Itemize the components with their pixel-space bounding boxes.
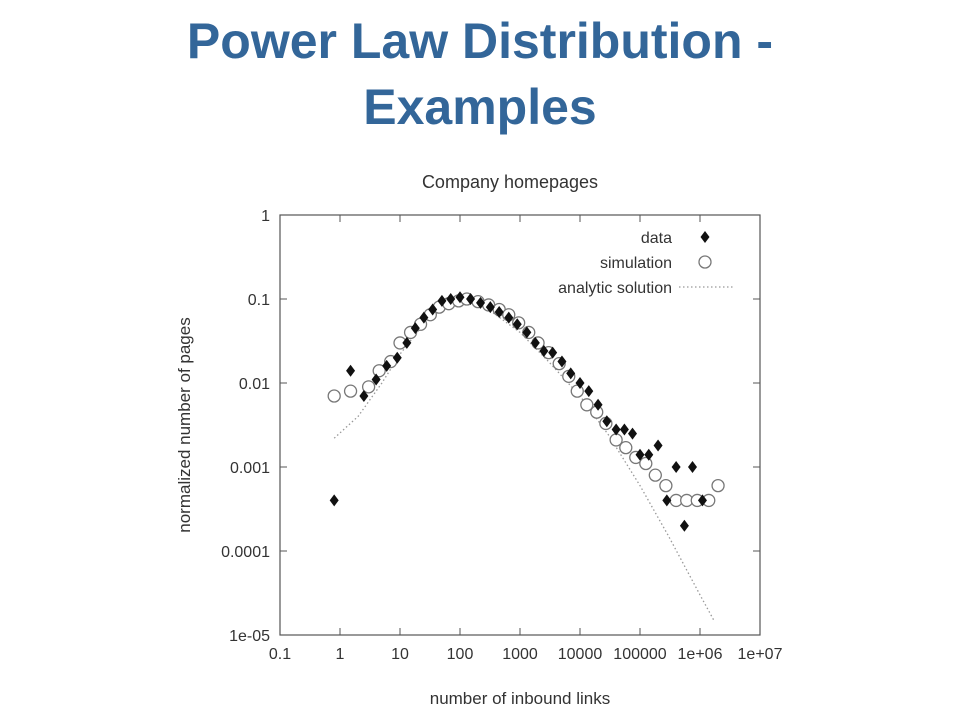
plot-frame	[279, 214, 761, 636]
x-tick-label: 1e+07	[738, 646, 783, 663]
data-point	[485, 301, 495, 314]
data-point	[566, 367, 576, 380]
data-point	[575, 377, 585, 389]
data-point	[628, 427, 638, 440]
x-axis: 0.1 1 10 100 1000 10000 100000 1e+06 1e+07	[269, 215, 783, 663]
data-point	[584, 385, 594, 398]
x-tick-label: 1000	[502, 646, 538, 663]
simulation-point	[580, 398, 594, 412]
y-tick-label: 0.1	[248, 292, 270, 309]
data-point	[476, 296, 486, 309]
y-tick-label: 1	[261, 208, 270, 225]
data-point	[557, 355, 567, 368]
data-point	[346, 364, 356, 377]
legend-marker-simulation	[698, 255, 712, 269]
data-point	[522, 326, 532, 339]
x-axis-label: number of inbound links	[430, 689, 611, 708]
data-point	[539, 345, 549, 358]
data-point	[593, 398, 603, 411]
data-point	[359, 390, 369, 403]
simulation-point	[619, 440, 633, 455]
data-point	[419, 311, 429, 324]
data-point	[410, 322, 420, 335]
data-point	[679, 519, 689, 532]
y-tick-label: 1e-05	[229, 628, 270, 645]
simulation-point	[639, 456, 653, 471]
simulation-point	[327, 389, 341, 403]
power-law-chart: Company homepages 0.1 1 10 100 1000 10000 1000…	[175, 172, 783, 708]
data-point	[602, 415, 612, 428]
y-tick-label: 0.01	[239, 376, 270, 393]
data-point	[371, 373, 381, 386]
data-point	[611, 423, 621, 436]
legend-marker-data	[700, 231, 710, 243]
data-point	[688, 461, 698, 473]
data-point	[392, 351, 402, 364]
slide-title-line-1: Power Law Distribution -	[186, 13, 774, 69]
data-point	[644, 448, 654, 461]
data-point	[653, 439, 663, 452]
data-point	[382, 359, 392, 372]
x-tick-label: 100000	[613, 646, 666, 663]
y-tick-label: 0.001	[230, 460, 270, 477]
x-tick-label: 10000	[558, 646, 603, 663]
data-point	[548, 346, 558, 359]
data-point	[530, 336, 540, 349]
x-tick-label: 10	[391, 646, 409, 663]
data-point	[671, 461, 681, 473]
x-tick-label: 1e+06	[678, 646, 723, 663]
data-point	[662, 494, 672, 507]
series-layer	[327, 291, 725, 621]
legend: data simulation analytic solution	[558, 230, 733, 297]
data-point	[329, 494, 339, 507]
data-point	[446, 293, 456, 305]
data-point	[466, 293, 476, 305]
slide-title: Power Law Distribution - Examples	[0, 8, 960, 140]
data-point	[455, 291, 465, 304]
slide-title-line-2: Examples	[363, 79, 597, 135]
legend-label-analytic-solution: analytic solution	[558, 280, 672, 297]
legend-label-simulation: simulation	[600, 255, 672, 272]
x-tick-label: 1	[336, 646, 345, 663]
simulation-point	[659, 478, 673, 493]
simulation-point	[648, 468, 662, 482]
data-point	[504, 311, 514, 324]
y-axis-label: normalized number of pages	[175, 317, 194, 532]
data-point	[494, 306, 504, 319]
x-tick-label: 100	[447, 646, 474, 663]
data-point	[512, 318, 522, 331]
series-analytic-solution-line	[333, 296, 715, 621]
legend-label-data: data	[641, 230, 672, 247]
data-point	[635, 448, 645, 461]
y-axis: 1e-05 0.0001 0.001 0.01 0.1 1	[221, 208, 760, 645]
x-tick-label: 0.1	[269, 646, 291, 663]
chart-title: Company homepages	[422, 172, 598, 192]
data-point	[697, 494, 707, 507]
simulation-point	[361, 380, 376, 394]
data-point	[402, 336, 412, 349]
simulation-point	[343, 384, 358, 398]
simulation-point	[711, 478, 725, 493]
data-point	[428, 303, 438, 316]
data-point	[437, 294, 447, 307]
data-point	[619, 423, 629, 436]
y-tick-label: 0.0001	[221, 544, 270, 561]
